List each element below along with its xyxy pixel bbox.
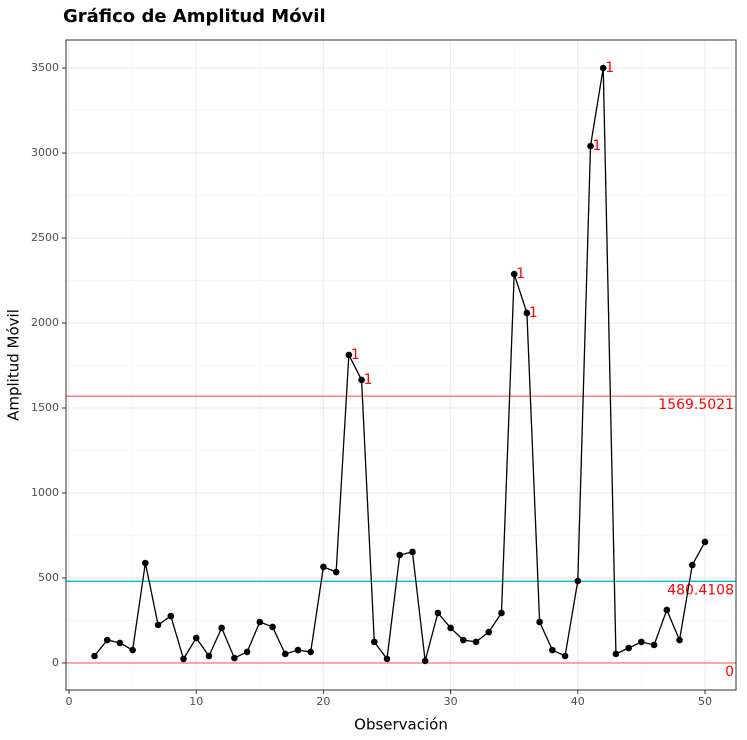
y-tick-label: 3500	[31, 61, 59, 74]
y-tick-label: 1000	[31, 486, 59, 499]
data-point	[154, 621, 162, 629]
violation-label: 1	[529, 305, 538, 321]
data-point	[650, 641, 658, 649]
x-tick-label: 50	[698, 695, 712, 708]
x-tick-label: 40	[571, 695, 585, 708]
data-point	[701, 538, 709, 546]
data-point	[358, 376, 365, 384]
data-point	[472, 638, 480, 646]
data-point	[574, 577, 582, 585]
data-point	[498, 609, 505, 617]
data-point	[129, 646, 136, 654]
control-limit-label: 0	[725, 664, 734, 680]
data-point	[638, 638, 645, 646]
chart-title: Gráfico de Amplitud Móvil	[63, 6, 326, 27]
x-tick-label: 10	[189, 695, 203, 708]
data-point	[612, 650, 620, 658]
y-tick-label: 2500	[31, 231, 59, 244]
data-point	[536, 618, 543, 626]
x-axis-label: Observación	[354, 716, 448, 734]
data-point	[370, 638, 378, 646]
control-limit-label: 1569.5021	[658, 397, 734, 413]
y-tick-label: 1500	[31, 401, 59, 414]
y-tick-label: 0	[52, 656, 59, 669]
data-point	[549, 646, 556, 654]
data-point	[676, 636, 683, 644]
data-point	[447, 624, 454, 632]
data-point	[180, 655, 187, 663]
data-point	[688, 561, 696, 569]
data-point	[205, 652, 213, 660]
data-point	[256, 618, 264, 626]
violation-label: 1	[364, 372, 373, 388]
x-tick-label: 30	[444, 695, 458, 708]
data-point	[460, 636, 467, 644]
data-point	[91, 652, 98, 660]
data-point	[599, 64, 607, 72]
data-point	[281, 650, 289, 658]
x-tick-label: 20	[316, 695, 330, 708]
data-point	[625, 644, 632, 652]
data-point	[409, 548, 416, 556]
data-point	[116, 639, 124, 647]
data-point	[307, 648, 315, 656]
violation-label: 1	[605, 60, 614, 76]
violation-label: 1	[516, 266, 525, 282]
data-point	[434, 609, 442, 617]
plot-border	[65, 39, 737, 691]
data-point	[243, 648, 251, 656]
x-tick-label: 0	[66, 695, 73, 708]
data-point	[218, 624, 225, 632]
data-point	[320, 563, 327, 571]
data-point	[523, 309, 531, 317]
data-point	[269, 623, 276, 631]
data-point	[231, 654, 238, 662]
data-point	[167, 612, 175, 620]
y-axis-label: Amplitud Móvil	[5, 309, 23, 421]
data-point	[294, 646, 302, 654]
data-point	[561, 652, 569, 660]
data-point	[510, 270, 518, 278]
data-point	[142, 559, 149, 567]
plot-panel	[66, 40, 736, 690]
data-point	[103, 636, 111, 644]
y-tick-label: 500	[38, 571, 59, 584]
data-point	[663, 606, 671, 614]
data-point	[332, 568, 340, 576]
control-limit-label: 480.4108	[667, 582, 734, 598]
data-point	[383, 655, 391, 663]
data-point	[396, 551, 404, 559]
violation-label: 1	[351, 347, 360, 363]
data-point	[421, 657, 429, 665]
data-point	[192, 634, 200, 642]
violation-label: 1	[593, 138, 602, 154]
data-point	[345, 351, 353, 359]
data-point	[587, 142, 594, 150]
y-tick-label: 2000	[31, 316, 59, 329]
data-point	[485, 628, 493, 636]
y-tick-label: 3000	[31, 146, 59, 159]
